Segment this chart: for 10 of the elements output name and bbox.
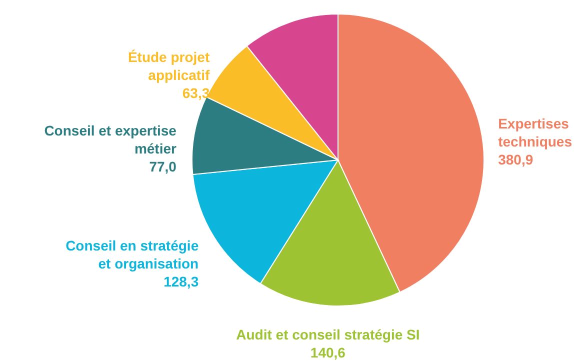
slice-label: Étude projet applicatif — [128, 48, 210, 83]
data-label: 63,3 — [182, 84, 210, 101]
slice-label: Conseil et expertise métier — [44, 122, 178, 157]
data-label: 128,3 — [164, 273, 199, 290]
slice-label: Conseil en stratégie et organisation — [66, 237, 199, 272]
slice-label: Audit et conseil stratégie SI — [236, 326, 420, 343]
data-label: 380,9 — [498, 151, 534, 168]
data-label: 140,6 — [310, 344, 346, 361]
data-label: 77,0 — [149, 158, 177, 175]
slice-label: Expertises techniques — [498, 115, 572, 150]
